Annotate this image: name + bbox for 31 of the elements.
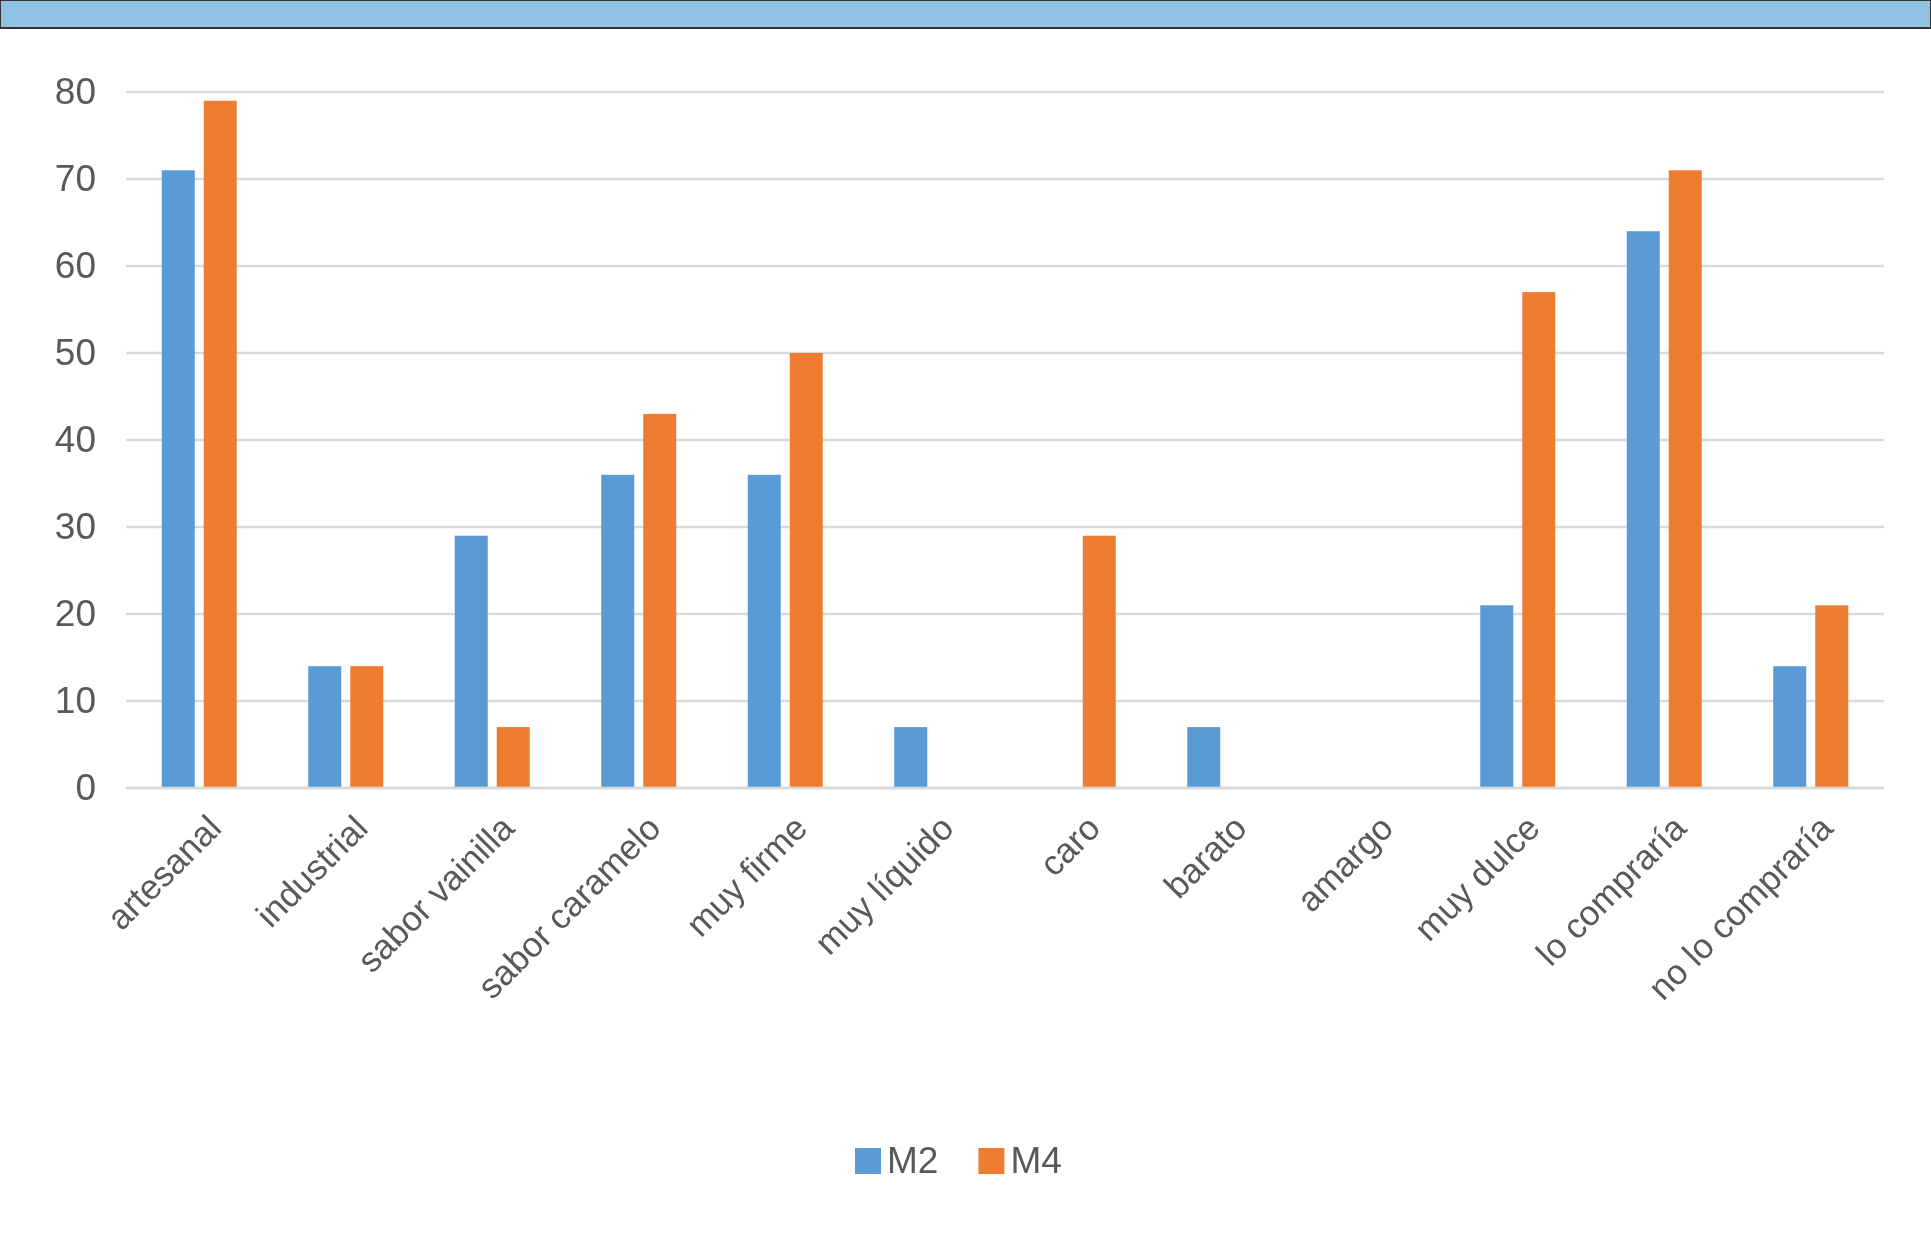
y-tick-label: 0 — [75, 767, 96, 809]
bar — [1626, 231, 1660, 788]
bar — [1815, 605, 1849, 788]
y-tick-label: 30 — [54, 506, 96, 548]
bar — [496, 727, 530, 788]
bar — [1480, 605, 1514, 788]
y-tick-label: 60 — [54, 245, 96, 287]
y-tick-label: 50 — [54, 332, 96, 374]
y-tick-label: 20 — [54, 593, 96, 635]
bar — [894, 727, 928, 788]
legend-label: M2 — [887, 1140, 939, 1181]
bar — [1187, 727, 1221, 788]
bar — [203, 100, 237, 788]
x-tick-label: caro — [1031, 807, 1108, 884]
bar — [350, 666, 384, 788]
bar — [1668, 170, 1702, 788]
bar — [1522, 292, 1556, 788]
y-tick-label: 40 — [54, 419, 96, 461]
bar — [161, 170, 195, 788]
bar — [747, 474, 781, 788]
y-tick-label: 80 — [54, 71, 96, 113]
y-tick-label: 70 — [54, 158, 96, 200]
bar — [601, 474, 635, 788]
y-tick-label: 10 — [54, 680, 96, 722]
bar — [454, 535, 488, 788]
bar — [1773, 666, 1807, 788]
bar — [643, 413, 677, 788]
bar — [789, 353, 823, 788]
bar — [308, 666, 342, 788]
legend-label: M4 — [1010, 1140, 1062, 1181]
bar — [1082, 535, 1116, 788]
